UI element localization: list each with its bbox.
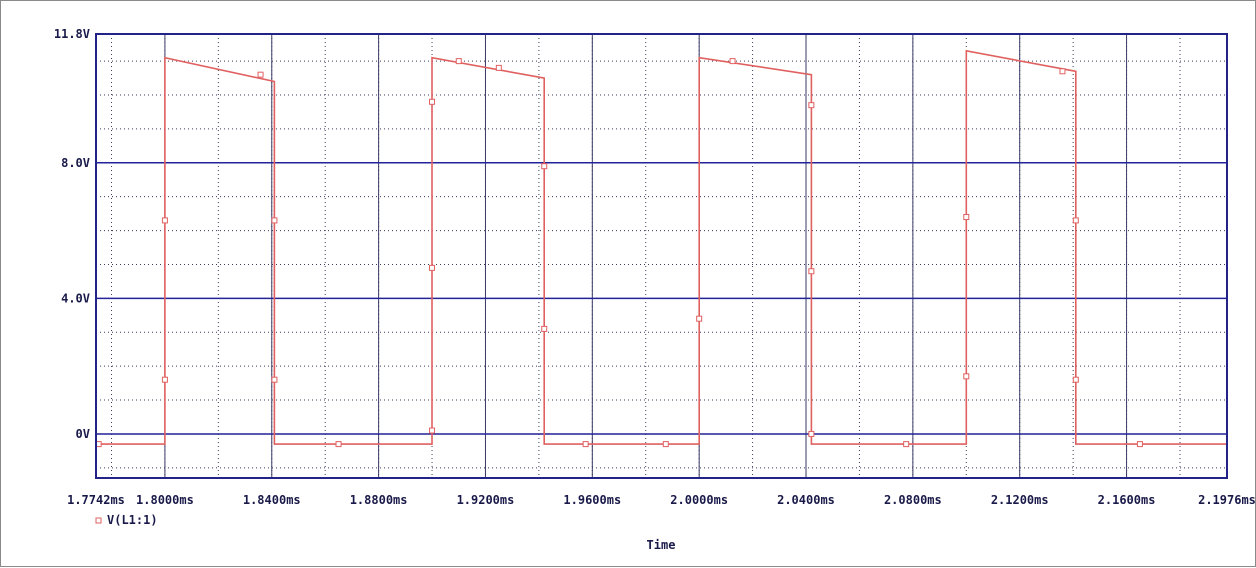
- data-point-marker: [541, 163, 548, 170]
- data-point-marker: [729, 58, 736, 65]
- x-tick-label: 2.0000ms: [670, 493, 728, 507]
- x-tick-label: 2.0400ms: [777, 493, 835, 507]
- y-tick-label: 0V: [76, 427, 90, 441]
- data-point-marker: [335, 441, 342, 448]
- grid: [96, 33, 1227, 478]
- y-tick-label: 8.0V: [61, 156, 90, 170]
- data-point-marker: [903, 441, 910, 448]
- data-point-marker: [495, 64, 502, 71]
- data-point-marker: [429, 427, 436, 434]
- data-point-marker: [271, 217, 278, 224]
- data-point-marker: [662, 441, 669, 448]
- data-point-marker: [429, 98, 436, 105]
- data-point-marker: [455, 58, 462, 65]
- legend: V(L1:1): [95, 513, 158, 527]
- data-point-marker: [161, 217, 168, 224]
- data-point-marker: [582, 441, 589, 448]
- plot-border: [95, 33, 1228, 479]
- data-point-marker: [1136, 441, 1143, 448]
- y-tick-label: 11.8V: [54, 27, 90, 41]
- data-point-marker: [963, 373, 970, 380]
- data-point-marker: [429, 264, 436, 271]
- data-point-marker: [257, 71, 264, 78]
- x-tick-label: 1.9600ms: [563, 493, 621, 507]
- legend-label: V(L1:1): [107, 513, 158, 527]
- x-tick-label: 1.8400ms: [243, 493, 301, 507]
- x-tick-label: 2.1200ms: [991, 493, 1049, 507]
- x-tick-label: 1.8800ms: [350, 493, 408, 507]
- data-point-marker: [808, 268, 815, 275]
- x-tick-label: 1.9200ms: [457, 493, 515, 507]
- data-point-marker: [161, 376, 168, 383]
- x-tick-label: 2.1600ms: [1098, 493, 1156, 507]
- data-point-marker: [1072, 217, 1079, 224]
- trace-layer: [95, 49, 1227, 448]
- x-tick-label: 2.1976ms: [1198, 493, 1256, 507]
- x-tick-labels: 1.7742ms 1.8000ms 1.8400ms 1.8800ms 1.9200ms…: [67, 493, 1256, 507]
- data-point-marker: [696, 315, 703, 322]
- legend-marker-icon: [95, 517, 102, 524]
- series-line: [96, 49, 1227, 445]
- x-tick-label: 1.8000ms: [136, 493, 194, 507]
- x-tick-label: 1.7742ms: [67, 493, 125, 507]
- x-tick-label: 2.0800ms: [884, 493, 942, 507]
- y-tick-label: 4.0V: [61, 291, 90, 305]
- data-point-marker: [1072, 376, 1079, 383]
- data-point-marker: [963, 214, 970, 221]
- data-point-marker: [808, 102, 815, 109]
- data-point-marker: [271, 376, 278, 383]
- data-point-marker: [808, 430, 815, 437]
- x-axis-title: Time: [647, 538, 676, 552]
- y-tick-labels: 0V 4.0V 8.0V 11.8V: [54, 27, 90, 441]
- data-point-marker: [541, 325, 548, 332]
- data-point-marker: [1059, 68, 1066, 75]
